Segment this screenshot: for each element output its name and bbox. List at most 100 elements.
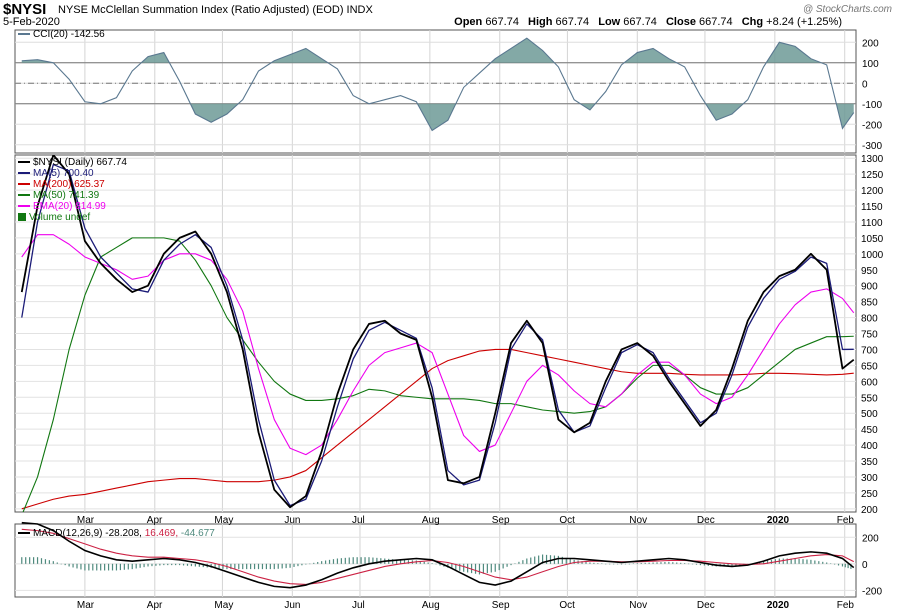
- macd-histogram-bar: [847, 563, 849, 569]
- main-tick-label: 450: [861, 425, 878, 436]
- macd-histogram-bar: [605, 563, 607, 565]
- macd-histogram-bar: [636, 563, 638, 564]
- macd-legend-part-0: MACD(12,26,9): [33, 528, 106, 539]
- main-tick-label: 800: [861, 314, 878, 325]
- ohlc-key-close: Close: [665, 16, 699, 28]
- macd-histogram-bar: [88, 563, 90, 571]
- macd-legend-part-1: -28.208,: [105, 528, 145, 539]
- macd-histogram-bar: [60, 563, 62, 565]
- macd-histogram-bar: [107, 563, 110, 571]
- main-tick-label: 1100: [861, 218, 883, 229]
- macd-histogram-bar: [202, 563, 204, 568]
- macd-histogram-bar: [253, 563, 256, 570]
- cci-tick-label: 200: [862, 38, 879, 49]
- macd-histogram-bar: [33, 557, 35, 564]
- main-tick-label: 500: [861, 409, 878, 420]
- main-tick-label: 300: [861, 473, 878, 484]
- main-tick-label: 200: [861, 505, 878, 516]
- macd-histogram-bar: [632, 563, 634, 564]
- main-tick-label: 400: [861, 441, 878, 452]
- macd-histogram-bar: [530, 557, 532, 564]
- ohlc-readout: Open 667.74 High 667.74 Low 667.74 Close…: [454, 16, 848, 28]
- ohlc-key-high: High: [528, 16, 556, 28]
- macd-histogram-bar: [790, 558, 792, 564]
- legend-swatch: [18, 194, 30, 197]
- macd-histogram-bar: [80, 563, 82, 570]
- macd-histogram-bar: [313, 562, 315, 564]
- macd-histogram-bar: [455, 563, 457, 570]
- legend-swatch: [18, 161, 30, 164]
- macd-histogram-bar: [380, 558, 382, 564]
- macd-histogram-bar: [451, 563, 453, 569]
- macd-histogram-bar: [541, 554, 544, 564]
- macd-x-tick-label: Sep: [492, 600, 510, 611]
- macd-histogram-bar: [111, 563, 114, 571]
- macd-histogram-bar: [269, 563, 271, 570]
- macd-histogram-bar: [672, 562, 674, 564]
- legend-swatch: [18, 205, 30, 208]
- macd-histogram-bar: [155, 563, 157, 566]
- main-x-tick-label: Nov: [629, 515, 647, 526]
- macd-histogram-bar: [163, 563, 165, 566]
- macd-histogram-bar: [616, 563, 619, 565]
- cci-tick-label: 0: [862, 79, 868, 90]
- macd-histogram-bar: [321, 561, 323, 564]
- macd-histogram-bar: [407, 560, 410, 564]
- macd-histogram-bar: [427, 562, 429, 564]
- cci-series-line: [21, 37, 855, 132]
- macd-histogram-bar: [36, 557, 39, 564]
- macd-histogram-bar: [336, 558, 339, 564]
- macd-histogram-bar: [844, 563, 846, 568]
- macd-histogram-bar: [435, 563, 437, 565]
- macd-histogram-bar: [119, 563, 122, 571]
- symbol-title: $NYSI: [3, 1, 47, 18]
- macd-histogram-bar: [309, 563, 311, 565]
- main-legend-item: MA(50) 741.39: [18, 190, 127, 201]
- macd-histogram-bar: [770, 559, 773, 564]
- main-legend-item: MA(5) 700.40: [18, 168, 127, 179]
- macd-histogram-bar: [514, 563, 516, 564]
- macd-histogram-bar: [340, 558, 342, 564]
- macd-histogram-bar: [396, 559, 398, 564]
- main-tick-label: 600: [861, 377, 878, 388]
- main-x-tick-label: Apr: [147, 515, 163, 526]
- macd-histogram-bar: [463, 563, 465, 572]
- main-tick-label: 550: [861, 393, 878, 404]
- macd-histogram-bar: [92, 563, 94, 571]
- chart-date: 5-Feb-2020: [3, 16, 60, 28]
- ohlc-key-low: Low: [598, 16, 624, 28]
- main-legend-item: MA(200) 625.37: [18, 179, 127, 190]
- ohlc-value-close: 667.74: [699, 16, 736, 28]
- macd-histogram-bar: [707, 563, 709, 566]
- macd-histogram-bar: [194, 563, 196, 567]
- macd-histogram-bar: [569, 558, 571, 564]
- macd-histogram-bar: [76, 563, 78, 569]
- stockcharts-credit[interactable]: @ StockCharts.com: [802, 4, 892, 15]
- main-x-tick-label: Mar: [77, 515, 95, 526]
- macd-histogram-bar: [782, 558, 784, 564]
- macd-histogram-bar: [419, 561, 421, 564]
- macd-histogram-bar: [44, 559, 47, 564]
- macd-histogram-bar: [490, 563, 492, 573]
- cci-tick-label: -300: [862, 141, 882, 152]
- macd-histogram-bar: [48, 560, 50, 564]
- macd-histogram-bar: [802, 559, 804, 564]
- macd-x-tick-label: Mar: [77, 600, 95, 611]
- main-tick-label: 750: [861, 330, 878, 341]
- main-tick-label: 700: [861, 345, 878, 356]
- macd-histogram-bar: [648, 562, 650, 564]
- macd-histogram-bar: [766, 560, 769, 564]
- legend-label: MA(5) 700.40: [33, 168, 94, 179]
- main-x-tick-label: Feb: [837, 515, 855, 526]
- macd-histogram-bar: [344, 557, 346, 564]
- macd-histogram-bar: [40, 558, 43, 564]
- macd-histogram-bar: [482, 563, 485, 574]
- cci-oversold-fill: [190, 103, 854, 131]
- macd-legend: MACD(12,26,9) -28.208, 16.469, -44.677: [18, 528, 215, 539]
- macd-histogram-bar: [147, 563, 149, 567]
- macd-histogram-bar: [360, 557, 362, 564]
- macd-x-tick-label: Jul: [352, 600, 365, 611]
- macd-histogram-bar: [372, 557, 374, 564]
- macd-histogram-bar: [135, 563, 137, 569]
